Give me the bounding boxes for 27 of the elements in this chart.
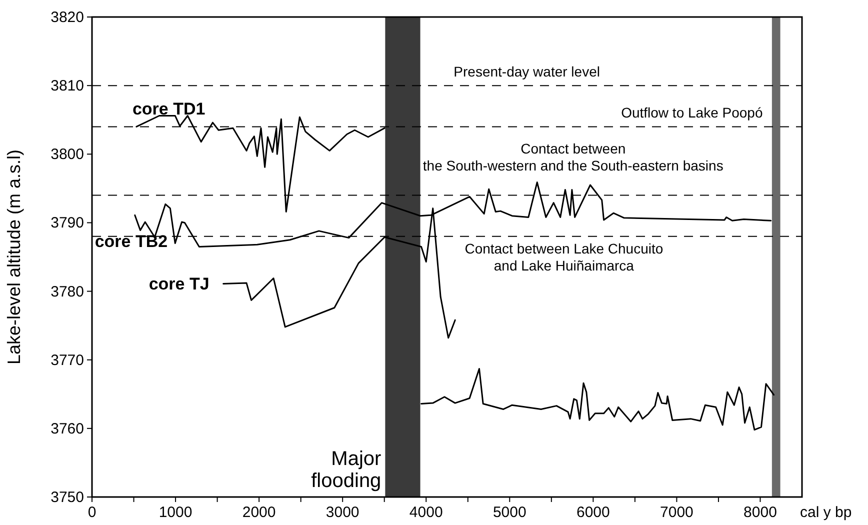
x-tick-label: 5000 <box>492 504 526 521</box>
y-tick-label: 3810 <box>50 78 84 95</box>
y-tick-label: 3800 <box>50 146 84 164</box>
series-label: core TD1 <box>132 100 206 119</box>
x-tick-label: 8000 <box>744 504 777 521</box>
line-series <box>420 368 775 431</box>
x-tick-label: 4000 <box>409 504 443 521</box>
ref-line-label: Contact between the South-western and the South-eastern basins <box>422 140 724 174</box>
x-tick-label: 6000 <box>576 504 610 521</box>
ref-line-label: Present-day water level <box>454 64 600 80</box>
y-tick-label: 3780 <box>50 283 84 300</box>
y-tick-label: 3750 <box>50 489 84 506</box>
x-tick-label: 3000 <box>326 504 360 521</box>
y-axis-title: Lake-level altitude (m a.s.l) <box>4 149 24 365</box>
x-tick-label: 7000 <box>660 504 694 521</box>
band-label: Major flooding <box>311 448 382 492</box>
x-tick-label: 2000 <box>242 504 276 521</box>
y-tick-label: 3760 <box>50 420 84 438</box>
x-tick-label: 0 <box>88 504 96 521</box>
ref-line-label: Outflow to Lake Poopó <box>621 104 763 121</box>
y-tick-label: 3790 <box>50 214 84 232</box>
y-tick-label: 3770 <box>50 352 84 369</box>
x-axis-title: cal y bp <box>800 504 852 521</box>
series-label: core TJ <box>148 274 210 294</box>
x-tick-label: 1000 <box>158 504 192 521</box>
ref-line-label: Contact between Lake Chucuito and Lake Huiñaimarca <box>464 240 664 274</box>
y-tick-label: 3820 <box>50 9 84 26</box>
